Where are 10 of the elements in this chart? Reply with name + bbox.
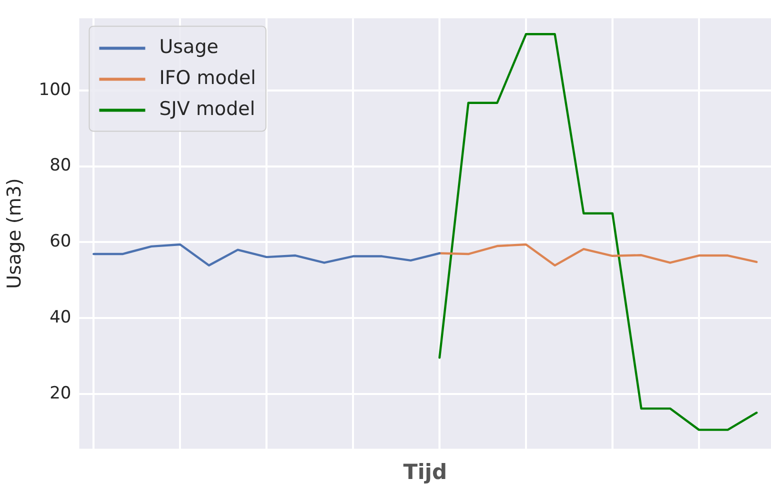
legend-label: IFO model xyxy=(159,67,256,90)
y-tick-label: 60 xyxy=(50,232,72,252)
y-tick-label: 80 xyxy=(50,156,72,176)
y-tick-label: 20 xyxy=(50,384,72,404)
legend-label: SJV model xyxy=(159,98,256,120)
legend-label: Usage xyxy=(159,36,218,58)
x-axis-title: Tijd xyxy=(403,460,448,484)
y-tick-label: 40 xyxy=(50,308,72,328)
y-axis-title: Usage (m3) xyxy=(3,178,26,289)
y-tick-label: 100 xyxy=(38,80,72,100)
